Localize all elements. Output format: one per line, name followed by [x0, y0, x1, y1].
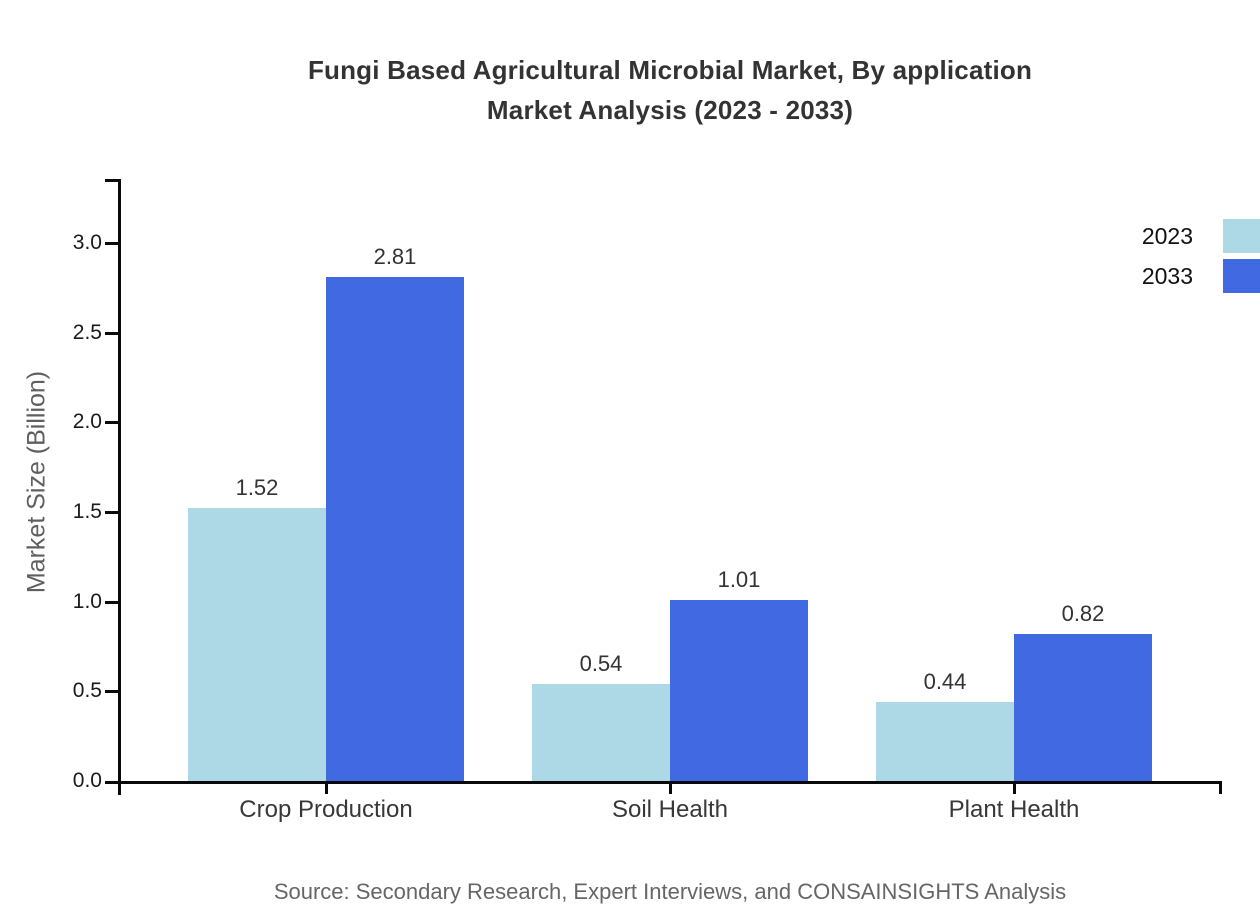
legend: 2023 2033	[1142, 219, 1260, 293]
bar-value-label: 1.52	[235, 475, 279, 500]
y-tick-label: 0.5	[72, 679, 102, 702]
bar-value-label: 0.54	[579, 651, 623, 676]
x-tick	[669, 781, 672, 794]
y-tick-label: 3.0	[72, 231, 102, 254]
y-axis-title: Market Size (Billion)	[22, 370, 51, 594]
chart-title-line2: Market Analysis (2023 - 2033)	[486, 95, 854, 125]
y-tick-label: 0.0	[72, 769, 102, 792]
bar-2033-soil-health	[670, 600, 808, 781]
legend-item-2033: 2033	[1142, 259, 1260, 293]
bar-2023-plant-health	[876, 702, 1014, 781]
bar-2033-plant-health	[1014, 634, 1152, 781]
y-tick-label: 1.0	[72, 590, 102, 613]
bar-value-label: 1.01	[717, 567, 761, 592]
bar-2033-crop-production	[326, 277, 464, 781]
category-label: Crop Production	[239, 796, 413, 823]
legend-swatch	[1223, 259, 1260, 293]
bar-value-label: 0.44	[923, 669, 967, 694]
y-tick-label: 1.5	[72, 500, 102, 523]
x-tick	[325, 781, 328, 794]
category-label: Soil Health	[611, 796, 729, 823]
y-tick-label: 2.5	[72, 321, 102, 344]
y-tick	[105, 421, 118, 424]
category-label: Plant Health	[948, 796, 1080, 823]
y-tick-label: 2.0	[72, 410, 102, 433]
legend-label: 2033	[1141, 262, 1193, 289]
legend-item-2023: 2023	[1142, 219, 1260, 253]
y-tick	[105, 242, 118, 245]
x-axis-end-cap	[1219, 781, 1222, 794]
chart-title: Fungi Based Agricultural Microbial Marke…	[80, 50, 1260, 130]
legend-label: 2023	[1141, 222, 1193, 249]
y-tick	[105, 601, 118, 604]
x-axis-line	[105, 781, 1222, 784]
bar-2023-crop-production	[188, 508, 326, 781]
y-axis-top-cap	[105, 179, 118, 182]
bar-2023-soil-health	[532, 684, 670, 781]
x-tick	[1013, 781, 1016, 794]
chart-title-line1: Fungi Based Agricultural Microbial Marke…	[307, 55, 1033, 85]
legend-swatch	[1223, 219, 1260, 253]
bar-value-label: 2.81	[373, 244, 417, 269]
source-note: Source: Secondary Research, Expert Inter…	[273, 879, 1067, 904]
y-tick	[105, 332, 118, 335]
y-axis-line	[118, 179, 121, 795]
y-tick	[105, 690, 118, 693]
bar-value-label: 0.82	[1061, 601, 1105, 626]
y-tick	[105, 511, 118, 514]
